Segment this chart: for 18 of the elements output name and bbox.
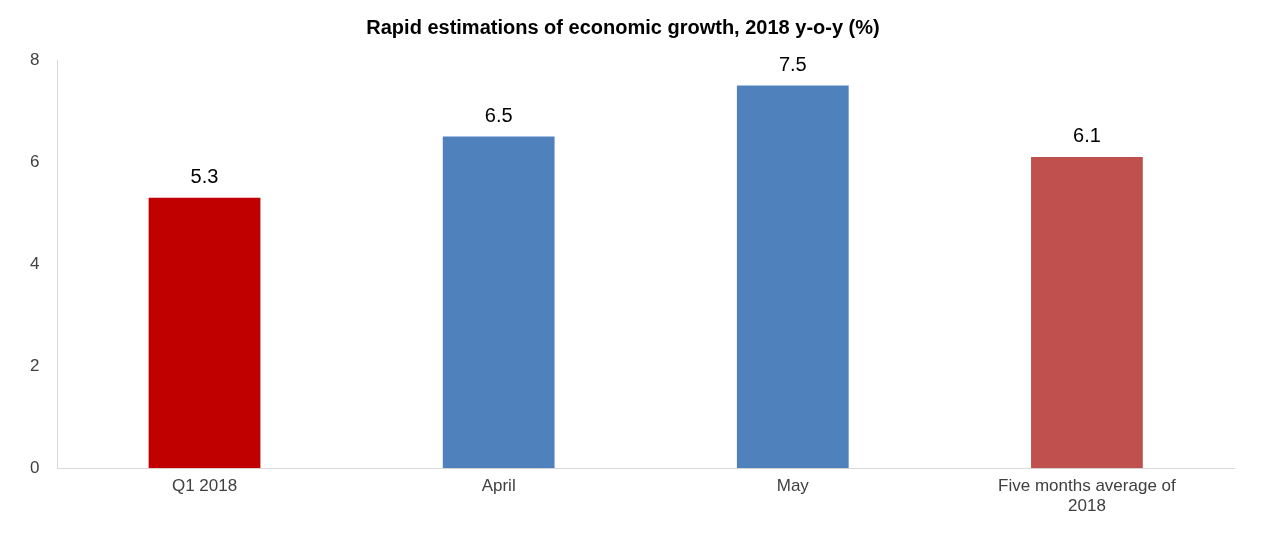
data-label: 7.5 — [778, 53, 807, 76]
y-tick-label: 4 — [29, 253, 40, 273]
data-label: 6.5 — [484, 104, 513, 127]
x-tick-label: April — [481, 476, 516, 496]
bar — [148, 197, 261, 469]
y-tick-label: 2 — [29, 355, 40, 375]
x-tick-label: Five months average of 2018 — [998, 476, 1177, 516]
bar — [1031, 156, 1143, 469]
x-tick-label: May — [776, 476, 810, 496]
chart-title: Rapid estimations of economic growth, 2018 y-o-y (%) — [366, 15, 880, 38]
y-tick-label: 8 — [29, 49, 40, 69]
data-label: 6.1 — [1073, 124, 1101, 147]
data-label: 5.3 — [190, 165, 219, 188]
y-tick-label: 6 — [29, 151, 40, 171]
bar — [442, 136, 555, 469]
x-tick-label: Q1 2018 — [171, 476, 238, 496]
bar — [736, 85, 849, 469]
y-tick-label: 0 — [29, 457, 40, 477]
